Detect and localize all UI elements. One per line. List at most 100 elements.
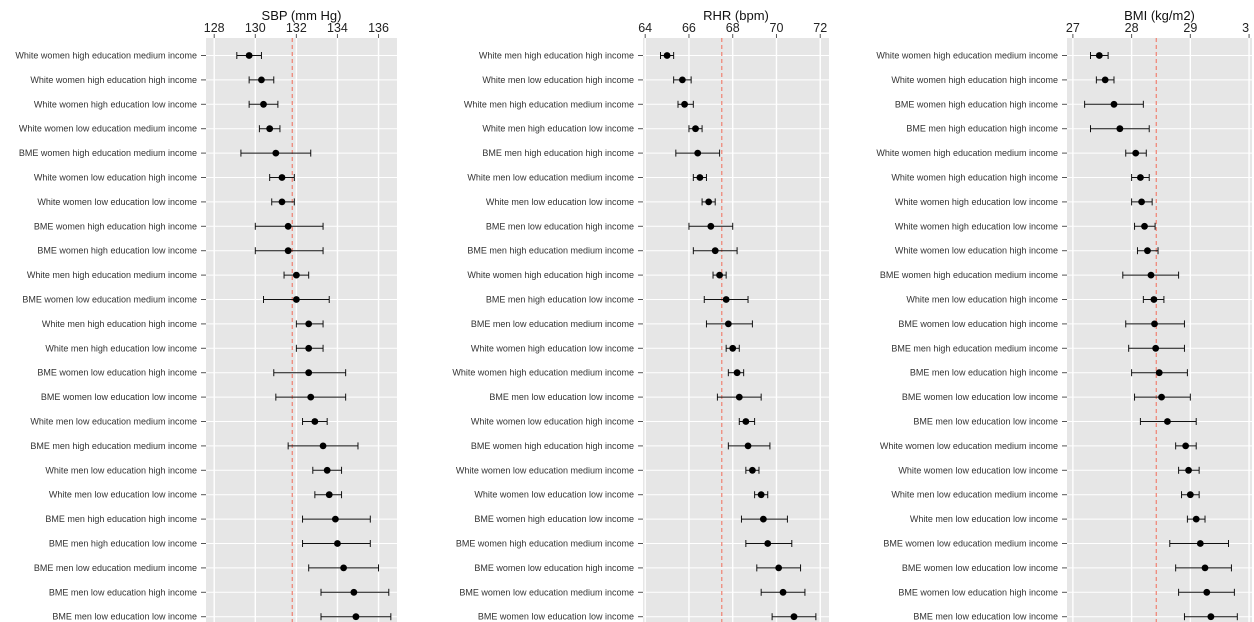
category-label: BME women low education high income xyxy=(898,319,1058,329)
estimate-point xyxy=(1138,198,1145,206)
estimate-point xyxy=(323,466,331,474)
estimate-point xyxy=(311,418,319,425)
category-label: White men low education medium income xyxy=(467,173,634,183)
x-tick-label: 134 xyxy=(327,21,348,35)
axis-title-rhr: RHR (bpm) xyxy=(703,8,769,23)
category-label: White men high education low income xyxy=(482,124,634,134)
category-label: BME men low education high income xyxy=(910,368,1058,378)
estimate-point xyxy=(245,52,253,59)
category-label: White women low education high income xyxy=(895,246,1058,256)
estimate-point xyxy=(711,247,719,255)
estimate-point xyxy=(266,125,274,133)
category-label: BME men high education high income xyxy=(482,148,634,158)
category-label: BME women high education medium income xyxy=(880,270,1058,280)
x-tick-label: 66 xyxy=(682,21,696,35)
estimate-point xyxy=(759,515,767,523)
estimate-point xyxy=(716,271,723,279)
x-tick-label: 27 xyxy=(1066,21,1080,35)
estimate-point xyxy=(694,149,702,157)
category-label: White men high education high income xyxy=(479,51,634,61)
estimate-point xyxy=(1164,418,1171,425)
estimate-point xyxy=(305,344,313,352)
category-label: BME men low education high income xyxy=(49,587,197,597)
x-tick-label: 132 xyxy=(286,21,307,35)
estimate-point xyxy=(331,515,339,523)
category-label: White women low education medium income xyxy=(456,465,634,475)
x-tick-label: 136 xyxy=(368,21,389,35)
category-label: White women low education medium income xyxy=(880,441,1058,451)
estimate-point xyxy=(284,247,292,255)
x-tick-label: 70 xyxy=(770,21,784,35)
category-label: BME men low education low income xyxy=(913,612,1058,622)
category-label: BME women low education medium income xyxy=(883,539,1058,549)
category-label: BME men low education medium income xyxy=(34,563,197,573)
category-label: BME women low education low income xyxy=(902,392,1058,402)
x-tick-label: 28 xyxy=(1125,21,1139,35)
category-label: BME women high education low income xyxy=(474,514,634,524)
estimate-point xyxy=(1185,466,1192,474)
estimate-point xyxy=(1196,540,1204,547)
category-label: BME women high education medium income xyxy=(456,539,634,549)
estimate-point xyxy=(284,222,292,230)
category-label: BME men high education low income xyxy=(486,295,634,305)
category-label: BME men low education high income xyxy=(486,221,634,231)
estimate-point xyxy=(1158,393,1165,401)
estimate-point xyxy=(1137,174,1144,181)
panel-background xyxy=(1067,38,1252,622)
panel-background xyxy=(206,38,397,622)
estimate-point xyxy=(663,52,671,59)
estimate-point xyxy=(1155,369,1163,377)
estimate-point xyxy=(764,540,772,547)
estimate-point xyxy=(692,125,699,133)
estimate-point xyxy=(733,369,741,377)
category-label: White men low education low income xyxy=(49,490,197,500)
estimate-point xyxy=(1150,296,1158,303)
estimate-point xyxy=(1144,247,1151,255)
estimate-point xyxy=(340,564,348,572)
estimate-point xyxy=(724,320,732,328)
category-label: White women low education low income xyxy=(474,490,634,500)
estimate-point xyxy=(779,588,787,596)
estimate-point xyxy=(735,393,743,401)
category-label: BME women low education low income xyxy=(41,392,197,402)
estimate-point xyxy=(749,466,756,474)
category-label: White men low education high income xyxy=(482,75,634,85)
category-label: White women low education low income xyxy=(898,465,1058,475)
estimate-point xyxy=(1141,222,1148,230)
category-label: White women high education low income xyxy=(471,343,634,353)
category-label: BME women low education medium income xyxy=(459,587,634,597)
category-label: BME women high education high income xyxy=(895,99,1058,109)
category-label: BME men high education low income xyxy=(49,539,197,549)
estimate-point xyxy=(696,174,704,181)
category-label: BME men high education high income xyxy=(45,514,197,524)
estimate-point xyxy=(707,222,715,230)
category-label: BME men high education high income xyxy=(906,124,1058,134)
estimate-point xyxy=(775,564,783,572)
estimate-point xyxy=(334,540,341,547)
category-label: White men high education medium income xyxy=(464,99,634,109)
category-label: White men low education low income xyxy=(910,514,1058,524)
category-label: BME men low education low income xyxy=(913,417,1058,427)
panel-sbp: 128 130 132 134 136 SBP (mm Hg) White women hi… xyxy=(15,8,397,622)
category-label: BME men high education medium income xyxy=(891,343,1058,353)
estimate-point xyxy=(678,76,686,84)
category-label: BME men high education medium income xyxy=(467,246,634,256)
estimate-point xyxy=(305,369,313,377)
category-label: White men high education medium income xyxy=(27,270,197,280)
category-label: White women high education high income xyxy=(30,75,197,85)
estimate-point xyxy=(790,613,798,621)
estimate-point xyxy=(305,320,313,328)
estimate-point xyxy=(352,613,360,621)
panel-rhr: 64 66 68 70 72 RHR (bpm) White men high educat… xyxy=(452,8,829,622)
category-label: BME women low education low income xyxy=(902,563,1058,573)
category-label: White women high education high income xyxy=(467,270,634,280)
estimate-point xyxy=(307,393,315,401)
category-label: White men high education high income xyxy=(42,319,197,329)
estimate-point xyxy=(744,442,752,450)
estimate-point xyxy=(258,76,265,84)
category-label: BME women low education high income xyxy=(898,587,1058,597)
panel-background xyxy=(643,38,829,622)
estimate-point xyxy=(1207,613,1215,621)
estimate-point xyxy=(1192,515,1200,523)
